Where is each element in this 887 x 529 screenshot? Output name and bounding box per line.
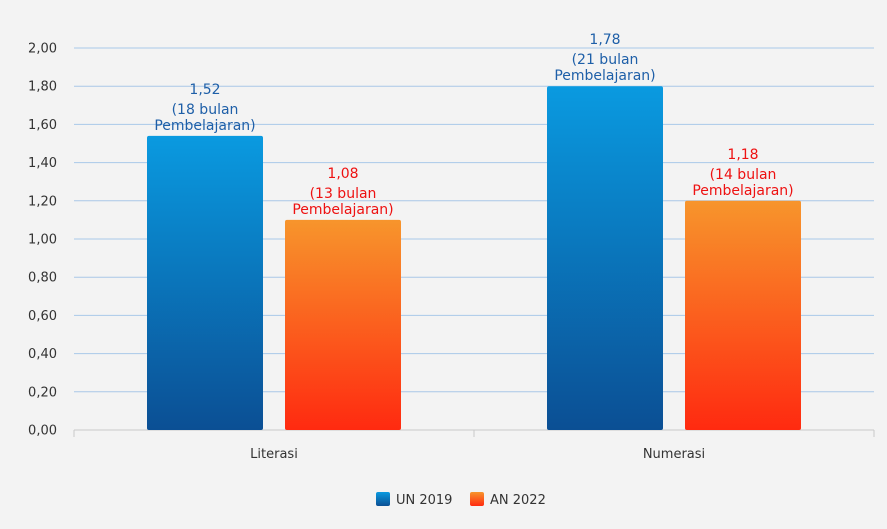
y-tick-label: 2,00 — [28, 42, 57, 57]
data-value-label: 1,08 — [327, 166, 358, 182]
y-tick-label: 1,60 — [28, 118, 57, 133]
data-annotation-label: (21 bulan — [572, 52, 639, 68]
bar-un-2019-numerasi — [547, 86, 663, 430]
y-axis-ticks: 0,00 0,20 0,40 0,60 0,80 1,00 1,20 1,40 1,60 1,80… — [28, 42, 57, 439]
y-tick-label: 0,60 — [28, 309, 57, 324]
data-annotation-label: Pembelajaran) — [154, 118, 255, 134]
legend: UN 2019 AN 2022 — [376, 492, 546, 508]
bar-un-2019-literasi — [147, 135, 263, 431]
legend-swatch — [470, 492, 484, 506]
x-category-label: Numerasi — [643, 447, 705, 462]
x-axis: Literasi Numerasi — [73, 430, 875, 462]
data-annotation-label: (18 bulan — [172, 102, 239, 118]
data-annotation-label: Pembelajaran) — [292, 202, 393, 218]
data-annotation-label: Pembelajaran) — [692, 183, 793, 199]
y-tick-label: 1,20 — [28, 194, 57, 209]
y-tick-label: 0,80 — [28, 271, 57, 286]
bar-an-2022-literasi — [285, 219, 401, 430]
y-tick-label: 1,80 — [28, 80, 57, 95]
legend-label: AN 2022 — [490, 493, 546, 508]
y-tick-label: 0,40 — [28, 347, 57, 362]
data-annotation-label: Pembelajaran) — [554, 68, 655, 84]
data-value-label: 1,18 — [727, 147, 758, 163]
bars — [147, 86, 801, 431]
data-annotation-label: (14 bulan — [710, 167, 777, 183]
x-category-label: Literasi — [250, 447, 298, 462]
y-tick-label: 1,40 — [28, 156, 57, 171]
legend-label: UN 2019 — [396, 493, 452, 508]
data-value-label: 1,78 — [589, 32, 620, 48]
bar-an-2022-numerasi — [685, 200, 801, 430]
y-tick-label: 0,20 — [28, 385, 57, 400]
y-tick-label: 1,00 — [28, 233, 57, 248]
legend-swatch — [376, 492, 390, 506]
y-tick-label: 0,00 — [28, 424, 57, 439]
data-annotation-label: (13 bulan — [310, 186, 377, 202]
data-value-label: 1,52 — [189, 82, 220, 98]
